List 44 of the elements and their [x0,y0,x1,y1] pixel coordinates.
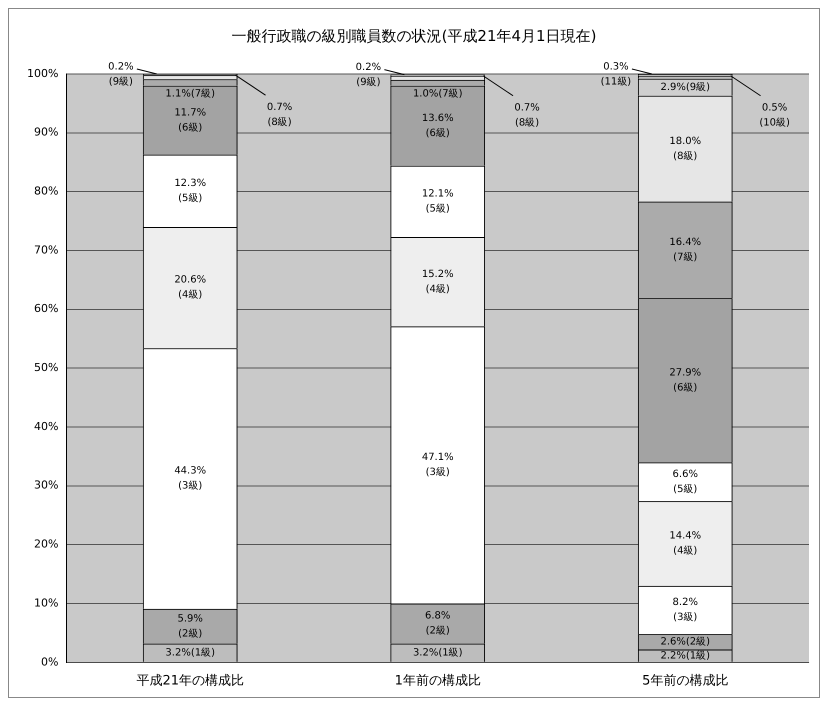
y-tick-label: 50% [34,361,58,374]
data-label: 14.4% (4級) [669,530,702,557]
x-tick-label: 5年前の構成比 [642,674,728,689]
data-label: 12.3% (5級) [174,178,206,204]
y-tick-label: 60% [34,302,58,316]
data-label: 2.2%(1級) [660,650,710,662]
y-tick-label: 30% [34,478,58,492]
data-label: 0.7% (8級) [514,102,540,128]
data-label: 0.2% (9級) [108,62,134,88]
y-tick-label: 100% [26,66,58,80]
x-tick-label: 平成21年の構成比 [136,674,244,689]
x-tick-label: 1年前の構成比 [394,674,481,689]
y-tick-label: 90% [34,126,58,139]
data-label: 44.3% (3級) [174,466,206,492]
y-tick-label: 70% [34,243,58,256]
chart-title: 一般行政職の級別職員数の状況(平成21年4月1日現在) [232,26,596,45]
y-tick-label: 10% [34,596,58,610]
data-label: 13.6% (6級) [422,112,454,139]
data-label: 12.1% (5級) [422,188,454,214]
data-label: 1.1%(7級) [165,88,216,100]
data-label: 16.4% (7級) [669,237,702,264]
data-label: 8.2% (3級) [672,597,698,624]
data-label: 27.9% (6級) [669,367,702,394]
y-tick-label: 20% [34,538,58,551]
data-label: 20.6% (4級) [174,274,206,301]
data-label: 2.6%(2級) [660,636,710,648]
data-label: 0.5% (10級) [759,102,790,128]
data-label: 2.9%(9級) [660,82,710,93]
data-label: 47.1% (3級) [422,452,454,478]
data-label: 1.0%(7級) [412,88,463,100]
data-label: 11.7% (6級) [174,107,206,134]
data-label: 3.2%(1級) [412,647,463,658]
y-tick-label: 0% [40,655,58,668]
data-label: 0.7% (8級) [266,102,292,128]
data-label: 0.2% (9級) [356,62,382,88]
data-label: 6.6% (5級) [672,468,698,495]
data-label: 3.2%(1級) [165,647,216,658]
data-label: 18.0% (8級) [669,136,702,162]
data-label: 5.9% (2級) [178,613,203,640]
y-tick-label: 80% [34,184,58,198]
data-label: 0.3% (11級) [600,62,632,88]
data-label: 15.2% (4級) [422,268,454,295]
data-label: 6.8% (2級) [425,610,450,637]
y-tick-label: 40% [34,420,58,433]
